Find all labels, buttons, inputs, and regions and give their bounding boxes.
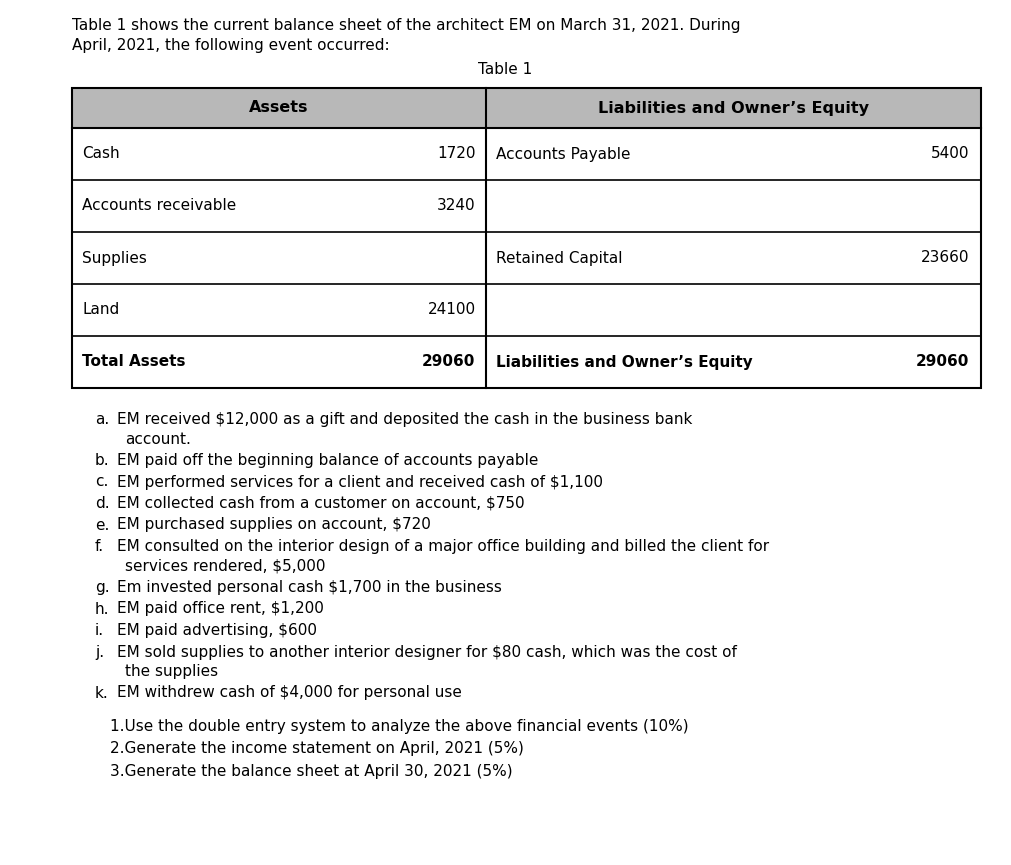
- Text: Liabilities and Owner’s Equity: Liabilities and Owner’s Equity: [495, 355, 752, 369]
- Text: Assets: Assets: [249, 100, 308, 116]
- Bar: [485, 88, 981, 128]
- Text: EM consulted on the interior design of a major office building and billed the cl: EM consulted on the interior design of a…: [117, 539, 769, 554]
- Text: April, 2021, the following event occurred:: April, 2021, the following event occurre…: [72, 38, 389, 53]
- Text: EM sold supplies to another interior designer for $80 cash, which was the cost o: EM sold supplies to another interior des…: [117, 644, 737, 659]
- Text: k.: k.: [95, 685, 109, 701]
- Text: 29060: 29060: [423, 355, 475, 369]
- Text: Total Assets: Total Assets: [82, 355, 185, 369]
- Text: d.: d.: [95, 496, 109, 511]
- Text: 3.Generate the balance sheet at April 30, 2021 (5%): 3.Generate the balance sheet at April 30…: [110, 764, 513, 779]
- Text: 1.Use the double entry system to analyze the above financial events (10%): 1.Use the double entry system to analyze…: [110, 719, 688, 734]
- Text: f.: f.: [95, 539, 104, 554]
- Text: b.: b.: [95, 453, 109, 468]
- Text: e.: e.: [95, 517, 109, 533]
- Text: 23660: 23660: [920, 251, 969, 266]
- Text: 1720: 1720: [437, 146, 475, 162]
- Text: j.: j.: [95, 644, 104, 659]
- Text: a.: a.: [95, 412, 109, 427]
- Text: EM withdrew cash of $4,000 for personal use: EM withdrew cash of $4,000 for personal …: [117, 685, 462, 701]
- Text: 3240: 3240: [437, 198, 475, 214]
- Text: the supplies: the supplies: [125, 664, 218, 679]
- Bar: [72, 88, 981, 388]
- Text: account.: account.: [125, 432, 191, 446]
- Text: EM received $12,000 as a gift and deposited the cash in the business bank: EM received $12,000 as a gift and deposi…: [117, 412, 693, 427]
- Text: Liabilities and Owner’s Equity: Liabilities and Owner’s Equity: [598, 100, 868, 116]
- Text: Table 1: Table 1: [478, 62, 533, 77]
- Text: Cash: Cash: [82, 146, 119, 162]
- Text: Table 1 shows the current balance sheet of the architect EM on March 31, 2021. D: Table 1 shows the current balance sheet …: [72, 18, 740, 33]
- Text: Retained Capital: Retained Capital: [495, 251, 622, 266]
- Text: EM paid off the beginning balance of accounts payable: EM paid off the beginning balance of acc…: [117, 453, 539, 468]
- Text: EM purchased supplies on account, $720: EM purchased supplies on account, $720: [117, 517, 431, 533]
- Text: Supplies: Supplies: [82, 251, 147, 266]
- Text: Land: Land: [82, 303, 119, 317]
- Text: 5400: 5400: [930, 146, 969, 162]
- Text: Accounts Payable: Accounts Payable: [495, 146, 630, 162]
- Text: Em invested personal cash $1,700 in the business: Em invested personal cash $1,700 in the …: [117, 580, 501, 595]
- Text: Accounts receivable: Accounts receivable: [82, 198, 237, 214]
- Text: EM performed services for a client and received cash of $1,100: EM performed services for a client and r…: [117, 475, 603, 490]
- Text: 29060: 29060: [916, 355, 969, 369]
- Text: h.: h.: [95, 601, 109, 617]
- Text: EM collected cash from a customer on account, $750: EM collected cash from a customer on acc…: [117, 496, 525, 511]
- Text: i.: i.: [95, 623, 104, 638]
- Text: 2.Generate the income statement on April, 2021 (5%): 2.Generate the income statement on April…: [110, 741, 524, 757]
- Bar: [72, 88, 485, 128]
- Text: EM paid advertising, $600: EM paid advertising, $600: [117, 623, 317, 638]
- Text: c.: c.: [95, 475, 108, 490]
- Text: 24100: 24100: [428, 303, 475, 317]
- Text: services rendered, $5,000: services rendered, $5,000: [125, 559, 326, 573]
- Text: g.: g.: [95, 580, 109, 595]
- Text: EM paid office rent, $1,200: EM paid office rent, $1,200: [117, 601, 324, 617]
